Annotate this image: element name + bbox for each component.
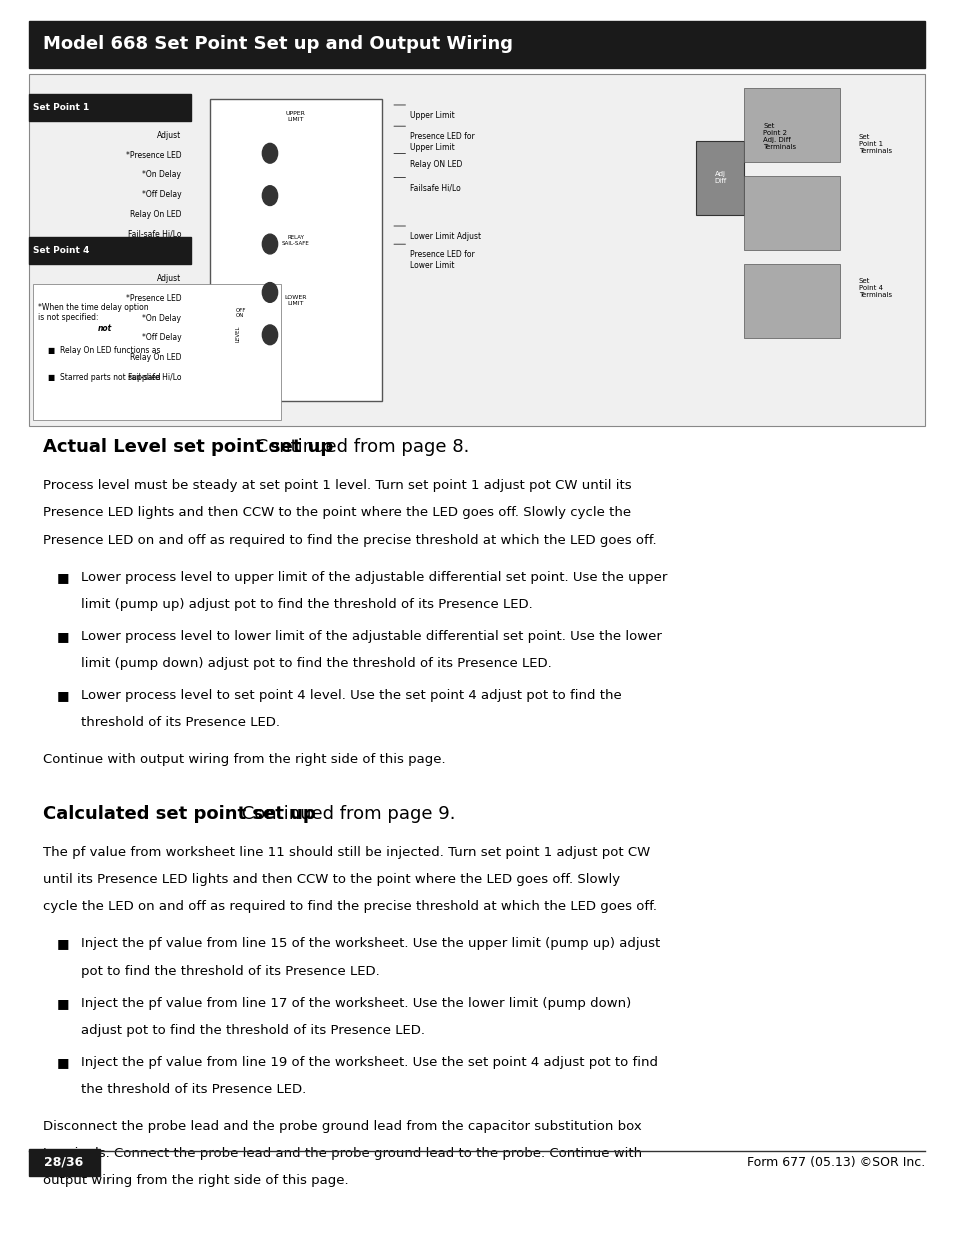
Text: Set
Point 2
Adj. Diff
Terminals: Set Point 2 Adj. Diff Terminals bbox=[762, 124, 796, 151]
Text: Adjust: Adjust bbox=[157, 131, 181, 140]
Text: the threshold of its Presence LED.: the threshold of its Presence LED. bbox=[81, 1083, 306, 1097]
Bar bbox=[29, 1149, 100, 1176]
Text: until its Presence LED lights and then CCW to the point where the LED goes off. : until its Presence LED lights and then C… bbox=[43, 873, 619, 887]
Bar bbox=[743, 175, 839, 249]
Text: ■: ■ bbox=[57, 1056, 70, 1070]
Circle shape bbox=[262, 143, 277, 163]
Text: *When the time delay option
is not specified:: *When the time delay option is not speci… bbox=[38, 303, 149, 322]
Bar bbox=[743, 264, 839, 338]
Text: Continue with output wiring from the right side of this page.: Continue with output wiring from the rig… bbox=[43, 753, 445, 767]
Text: Actual Level set point set up: Actual Level set point set up bbox=[43, 438, 333, 457]
Text: not: not bbox=[97, 324, 112, 332]
Text: output wiring from the right side of this page.: output wiring from the right side of thi… bbox=[43, 1174, 348, 1188]
Bar bbox=[29, 74, 924, 426]
Text: ■: ■ bbox=[57, 997, 70, 1010]
Text: Process level must be steady at set point 1 level. Turn set point 1 adjust pot C: Process level must be steady at set poin… bbox=[43, 479, 631, 493]
Text: Fail-safe Hi/Lo: Fail-safe Hi/Lo bbox=[128, 230, 181, 238]
Text: *On Delay: *On Delay bbox=[142, 170, 181, 179]
Text: Relay On LED: Relay On LED bbox=[130, 210, 181, 219]
Text: Continued from page 8.: Continued from page 8. bbox=[250, 438, 469, 457]
Text: Form 677 (05.13) ©SOR Inc.: Form 677 (05.13) ©SOR Inc. bbox=[746, 1156, 924, 1168]
Text: Inject the pf value from line 15 of the worksheet. Use the upper limit (pump up): Inject the pf value from line 15 of the … bbox=[81, 937, 659, 951]
Circle shape bbox=[262, 283, 277, 303]
Text: ■: ■ bbox=[57, 937, 70, 951]
Text: *On Delay: *On Delay bbox=[142, 314, 181, 322]
Bar bbox=[29, 21, 924, 68]
Text: adjust pot to find the threshold of its Presence LED.: adjust pot to find the threshold of its … bbox=[81, 1024, 425, 1037]
Text: Adjust: Adjust bbox=[157, 274, 181, 283]
Text: RELAY
SAIL-SAFE: RELAY SAIL-SAFE bbox=[281, 235, 310, 246]
Bar bbox=[743, 88, 839, 162]
Text: ■  Starred parts not supplied: ■ Starred parts not supplied bbox=[48, 373, 160, 382]
Bar bbox=[29, 94, 191, 121]
Text: Set Point 4: Set Point 4 bbox=[33, 246, 90, 256]
Text: Relay ON LED: Relay ON LED bbox=[410, 159, 462, 168]
Circle shape bbox=[262, 325, 277, 345]
Text: Model 668 Set Point Set up and Output Wiring: Model 668 Set Point Set up and Output Wi… bbox=[43, 36, 513, 53]
Text: *Presence LED: *Presence LED bbox=[126, 294, 181, 303]
Text: Inject the pf value from line 19 of the worksheet. Use the set point 4 adjust po: Inject the pf value from line 19 of the … bbox=[81, 1056, 658, 1070]
Text: Lower Limit Adjust: Lower Limit Adjust bbox=[410, 232, 481, 241]
Text: Fail-safe Hi/Lo: Fail-safe Hi/Lo bbox=[128, 373, 181, 382]
Text: LOWER
LIMIT: LOWER LIMIT bbox=[284, 295, 307, 306]
Text: cycle the LED on and off as required to find the precise threshold at which the : cycle the LED on and off as required to … bbox=[43, 900, 657, 914]
Text: ■: ■ bbox=[57, 571, 70, 584]
Bar bbox=[33, 284, 281, 420]
Text: Lower process level to set point 4 level. Use the set point 4 adjust pot to find: Lower process level to set point 4 level… bbox=[81, 689, 621, 703]
Text: Presence LED for
Upper Limit: Presence LED for Upper Limit bbox=[410, 132, 475, 152]
Text: ■: ■ bbox=[57, 630, 70, 643]
Text: ■  Relay On LED functions as: ■ Relay On LED functions as bbox=[48, 346, 160, 354]
Text: OFF
ON: OFF ON bbox=[235, 308, 246, 319]
Text: Calculated set point set up: Calculated set point set up bbox=[43, 805, 315, 824]
Text: threshold of its Presence LED.: threshold of its Presence LED. bbox=[81, 716, 280, 730]
Text: *Presence LED: *Presence LED bbox=[126, 151, 181, 159]
Text: Failsafe Hi/Lo: Failsafe Hi/Lo bbox=[410, 184, 460, 193]
Bar bbox=[696, 141, 743, 215]
Text: *Off Delay: *Off Delay bbox=[141, 333, 181, 342]
Text: 28/36: 28/36 bbox=[44, 1156, 84, 1168]
Text: limit (pump up) adjust pot to find the threshold of its Presence LED.: limit (pump up) adjust pot to find the t… bbox=[81, 598, 533, 611]
Text: Disconnect the probe lead and the probe ground lead from the capacitor substitut: Disconnect the probe lead and the probe … bbox=[43, 1120, 641, 1134]
Text: LEVEL: LEVEL bbox=[235, 326, 240, 342]
Text: Lower process level to upper limit of the adjustable differential set point. Use: Lower process level to upper limit of th… bbox=[81, 571, 667, 584]
Text: Upper Limit: Upper Limit bbox=[410, 111, 455, 120]
Text: Relay On LED: Relay On LED bbox=[130, 353, 181, 362]
Text: Presence LED on and off as required to find the precise threshold at which the L: Presence LED on and off as required to f… bbox=[43, 534, 656, 547]
Text: Set
Point 4
Terminals: Set Point 4 Terminals bbox=[858, 278, 891, 298]
Text: Set
Point 1
Terminals: Set Point 1 Terminals bbox=[858, 133, 891, 154]
Text: Adj
Diff: Adj Diff bbox=[714, 172, 725, 184]
Bar bbox=[29, 237, 191, 264]
Text: Continued from page 9.: Continued from page 9. bbox=[236, 805, 456, 824]
Bar bbox=[210, 99, 381, 401]
Text: Presence LED lights and then CCW to the point where the LED goes off. Slowly cyc: Presence LED lights and then CCW to the … bbox=[43, 506, 630, 520]
Text: ■: ■ bbox=[57, 689, 70, 703]
Text: Lower process level to lower limit of the adjustable differential set point. Use: Lower process level to lower limit of th… bbox=[81, 630, 661, 643]
Circle shape bbox=[262, 235, 277, 254]
Text: Presence LED for
Lower Limit: Presence LED for Lower Limit bbox=[410, 251, 475, 269]
Text: The pf value from worksheet line 11 should still be injected. Turn set point 1 a: The pf value from worksheet line 11 shou… bbox=[43, 846, 650, 860]
Text: UPPER
LIMIT: UPPER LIMIT bbox=[286, 111, 305, 122]
Text: pot to find the threshold of its Presence LED.: pot to find the threshold of its Presenc… bbox=[81, 965, 379, 978]
Circle shape bbox=[262, 185, 277, 205]
Text: Set Point 1: Set Point 1 bbox=[33, 103, 90, 112]
Text: terminals. Connect the probe lead and the probe ground lead to the probe. Contin: terminals. Connect the probe lead and th… bbox=[43, 1147, 641, 1161]
Text: *Off Delay: *Off Delay bbox=[141, 190, 181, 199]
Text: Inject the pf value from line 17 of the worksheet. Use the lower limit (pump dow: Inject the pf value from line 17 of the … bbox=[81, 997, 631, 1010]
Text: limit (pump down) adjust pot to find the threshold of its Presence LED.: limit (pump down) adjust pot to find the… bbox=[81, 657, 551, 671]
